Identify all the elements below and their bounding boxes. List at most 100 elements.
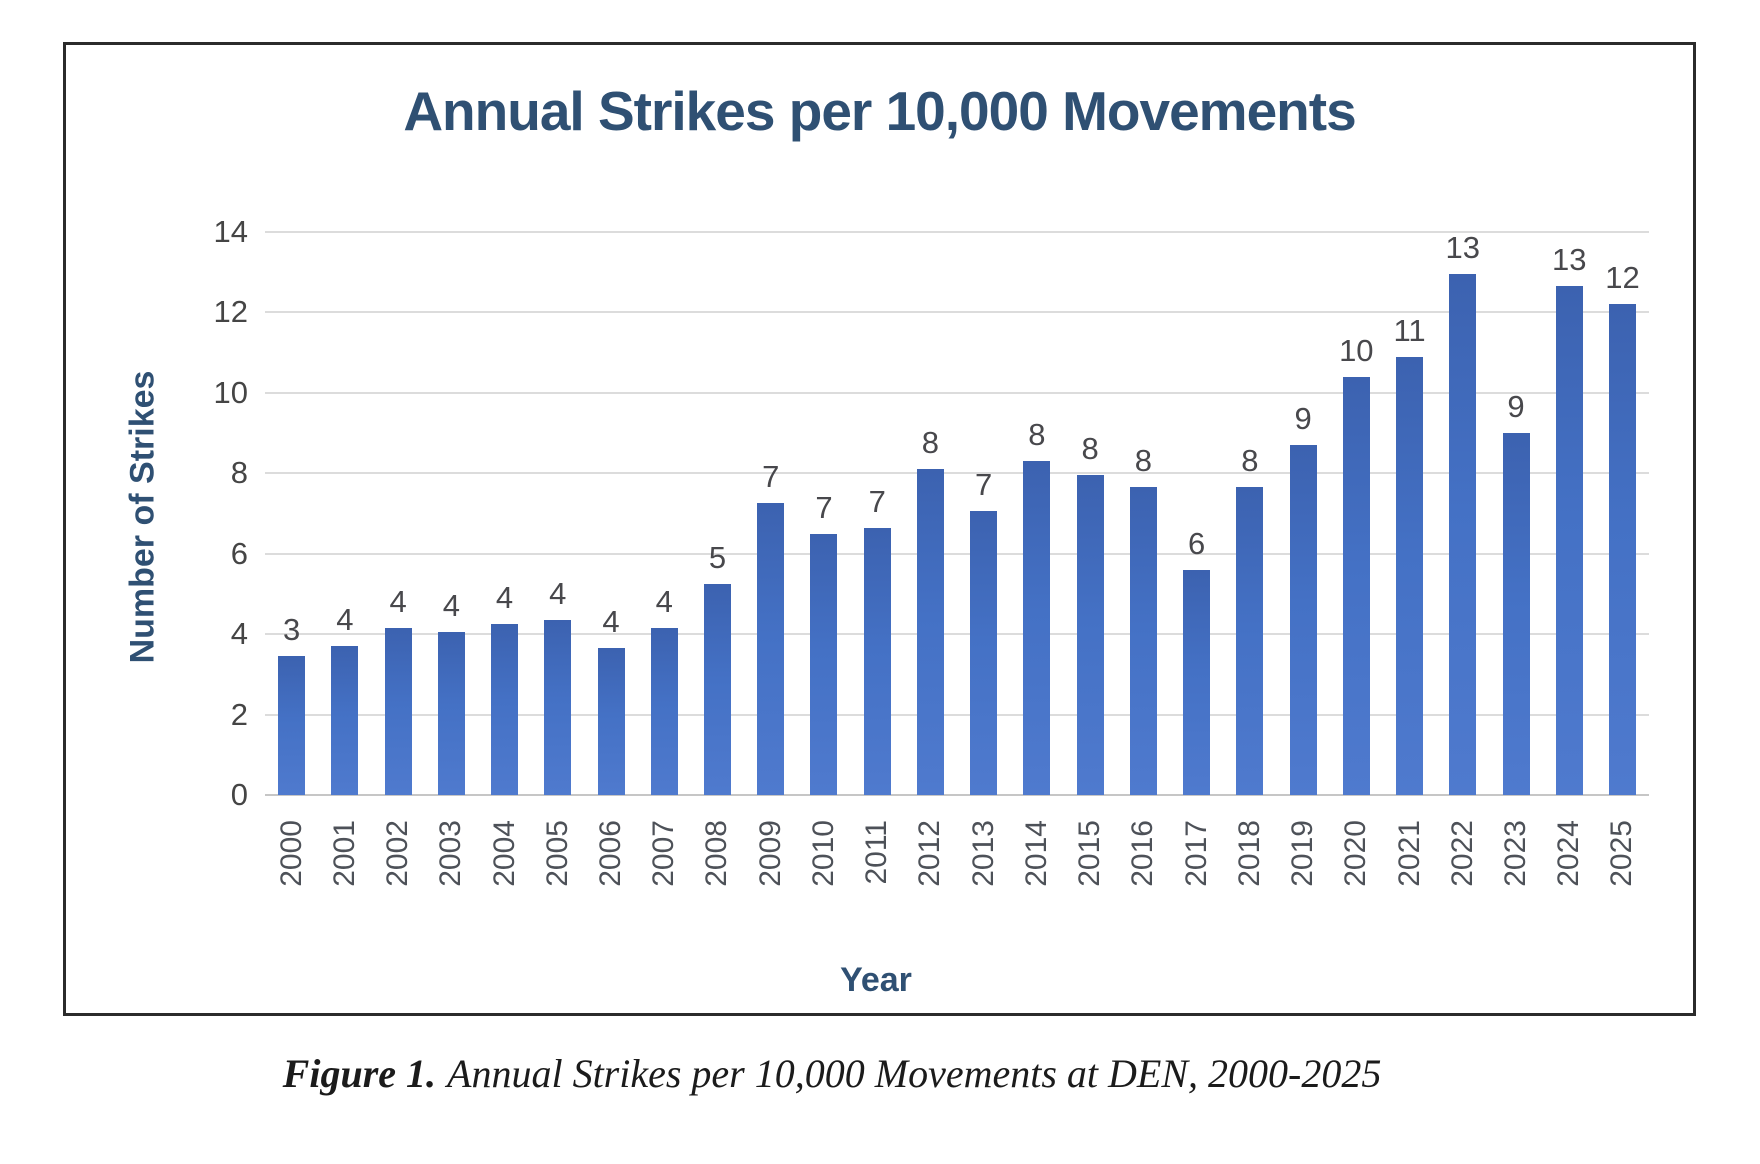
data-label-2006: 4 [602,604,620,639]
y-tick-label-12: 12 [213,294,248,330]
figure-caption: Figure 1. Annual Strikes per 10,000 Movem… [0,1050,1664,1097]
bar-2023 [1502,433,1530,795]
x-tick-label-2002: 2002 [381,820,415,887]
x-tick-label-2021: 2021 [1392,820,1426,887]
x-tick-label-2008: 2008 [700,820,734,887]
bar-2005 [544,620,572,795]
x-axis-line [265,794,1649,796]
data-label-2012: 8 [921,425,940,460]
x-label-cell-2001: 2001 [318,820,371,915]
x-tick-label-2006: 2006 [594,820,628,887]
x-label-cell-2009: 2009 [744,820,797,915]
bar-2007 [650,628,678,795]
y-tick-label-4: 4 [230,616,248,652]
data-label-2021: 11 [1393,313,1426,348]
x-label-cell-2003: 2003 [425,820,478,915]
bar-2016 [1129,487,1157,795]
bar-slot-2004: 4 [478,232,531,795]
x-axis-title: Year [840,961,912,999]
y-tick-label-2: 2 [230,696,248,732]
bar-slot-2024: 13 [1543,232,1596,795]
gridline-8 [265,472,1649,475]
data-label-2014: 8 [1028,417,1046,452]
bar-2021 [1396,357,1424,795]
bar-2008 [703,584,731,795]
bar-slot-2021: 11 [1383,232,1436,795]
bar-2022 [1449,274,1477,795]
x-label-cell-2019: 2019 [1276,820,1329,915]
bar-2011 [863,528,891,795]
data-label-2017: 6 [1187,526,1206,561]
x-label-cell-2002: 2002 [371,820,424,915]
x-tick-label-2022: 2022 [1445,820,1479,887]
bar-2025 [1608,304,1636,795]
bar-slot-2013: 7 [957,232,1010,795]
bar-2000 [278,656,306,795]
x-tick-label-2011: 2011 [860,820,894,885]
x-tick-label-2009: 2009 [753,820,787,887]
x-label-cell-2023: 2023 [1489,820,1542,915]
caption-text: Annual Strikes per 10,000 Movements at D… [447,1051,1382,1096]
bar-2010 [810,534,838,795]
bar-2001 [331,646,359,795]
x-label-cell-2015: 2015 [1064,820,1117,915]
data-label-2024: 13 [1552,242,1587,277]
x-tick-label-2025: 2025 [1605,820,1639,887]
y-tick-label-6: 6 [230,535,248,571]
bar-2015 [1076,475,1104,795]
x-label-cell-2018: 2018 [1223,820,1276,915]
bar-slot-2014: 8 [1010,232,1063,795]
data-label-2003: 4 [442,588,460,623]
bar-2019 [1289,445,1317,795]
data-label-2013: 7 [975,467,993,502]
bar-slot-2007: 4 [638,232,691,795]
data-label-2022: 13 [1445,230,1481,265]
x-label-cell-2010: 2010 [797,820,850,915]
x-label-cell-2021: 2021 [1383,820,1436,915]
bar-2004 [491,624,519,795]
bar-2012 [916,469,944,795]
data-label-2009: 7 [762,459,780,494]
gridline-6 [265,552,1649,555]
gridline-10 [265,391,1649,394]
bar-slot-2011: 7 [851,232,904,795]
x-label-cell-2000: 2000 [265,820,318,915]
data-label-2005: 4 [549,576,567,611]
x-tick-label-2003: 2003 [434,820,468,887]
bar-2002 [384,628,412,795]
bar-slot-2019: 9 [1276,232,1329,795]
x-tick-label-2010: 2010 [806,820,840,887]
bar-slot-2008: 5 [691,232,744,795]
data-label-2020: 10 [1339,333,1374,368]
bar-2013 [970,511,998,795]
plot-area: 3 4 4 4 4 4 4 4 5 7 7 7 8 7 8 8 8 6 8 9 10 11 13 9 13 12 [265,230,1649,796]
data-label-2000: 3 [282,612,301,647]
y-tick-label-8: 8 [230,455,248,491]
bar-slot-2023: 9 [1489,232,1542,795]
x-axis-labels: 2000 2001 2002 2003 2004 2005 2006 2007 2008 2009… [265,820,1649,915]
bar-slot-2025: 12 [1596,232,1649,795]
bar-2018 [1236,487,1264,795]
x-tick-label-2015: 2015 [1073,820,1107,887]
x-label-cell-2020: 2020 [1330,820,1383,915]
x-label-cell-2005: 2005 [531,820,584,915]
x-label-cell-2025: 2025 [1596,820,1649,915]
x-tick-label-2014: 2014 [1019,820,1053,887]
x-label-cell-2016: 2016 [1117,820,1170,915]
bar-slot-2017: 6 [1170,232,1223,795]
data-label-2010: 7 [815,490,833,525]
bar-2020 [1342,377,1370,795]
x-label-cell-2022: 2022 [1436,820,1489,915]
gridline-4 [265,633,1649,636]
bar-slot-2012: 8 [904,232,957,795]
x-tick-label-2005: 2005 [540,820,574,887]
x-label-cell-2004: 2004 [478,820,531,915]
data-label-2025: 12 [1605,260,1640,295]
x-tick-label-2019: 2019 [1286,820,1320,887]
bar-slot-2015: 8 [1064,232,1117,795]
x-tick-label-2017: 2017 [1179,820,1213,887]
x-label-cell-2012: 2012 [904,820,957,915]
bar-slot-2002: 4 [371,232,424,795]
x-label-cell-2011: 2011 [851,820,904,915]
data-label-2001: 4 [336,602,354,637]
